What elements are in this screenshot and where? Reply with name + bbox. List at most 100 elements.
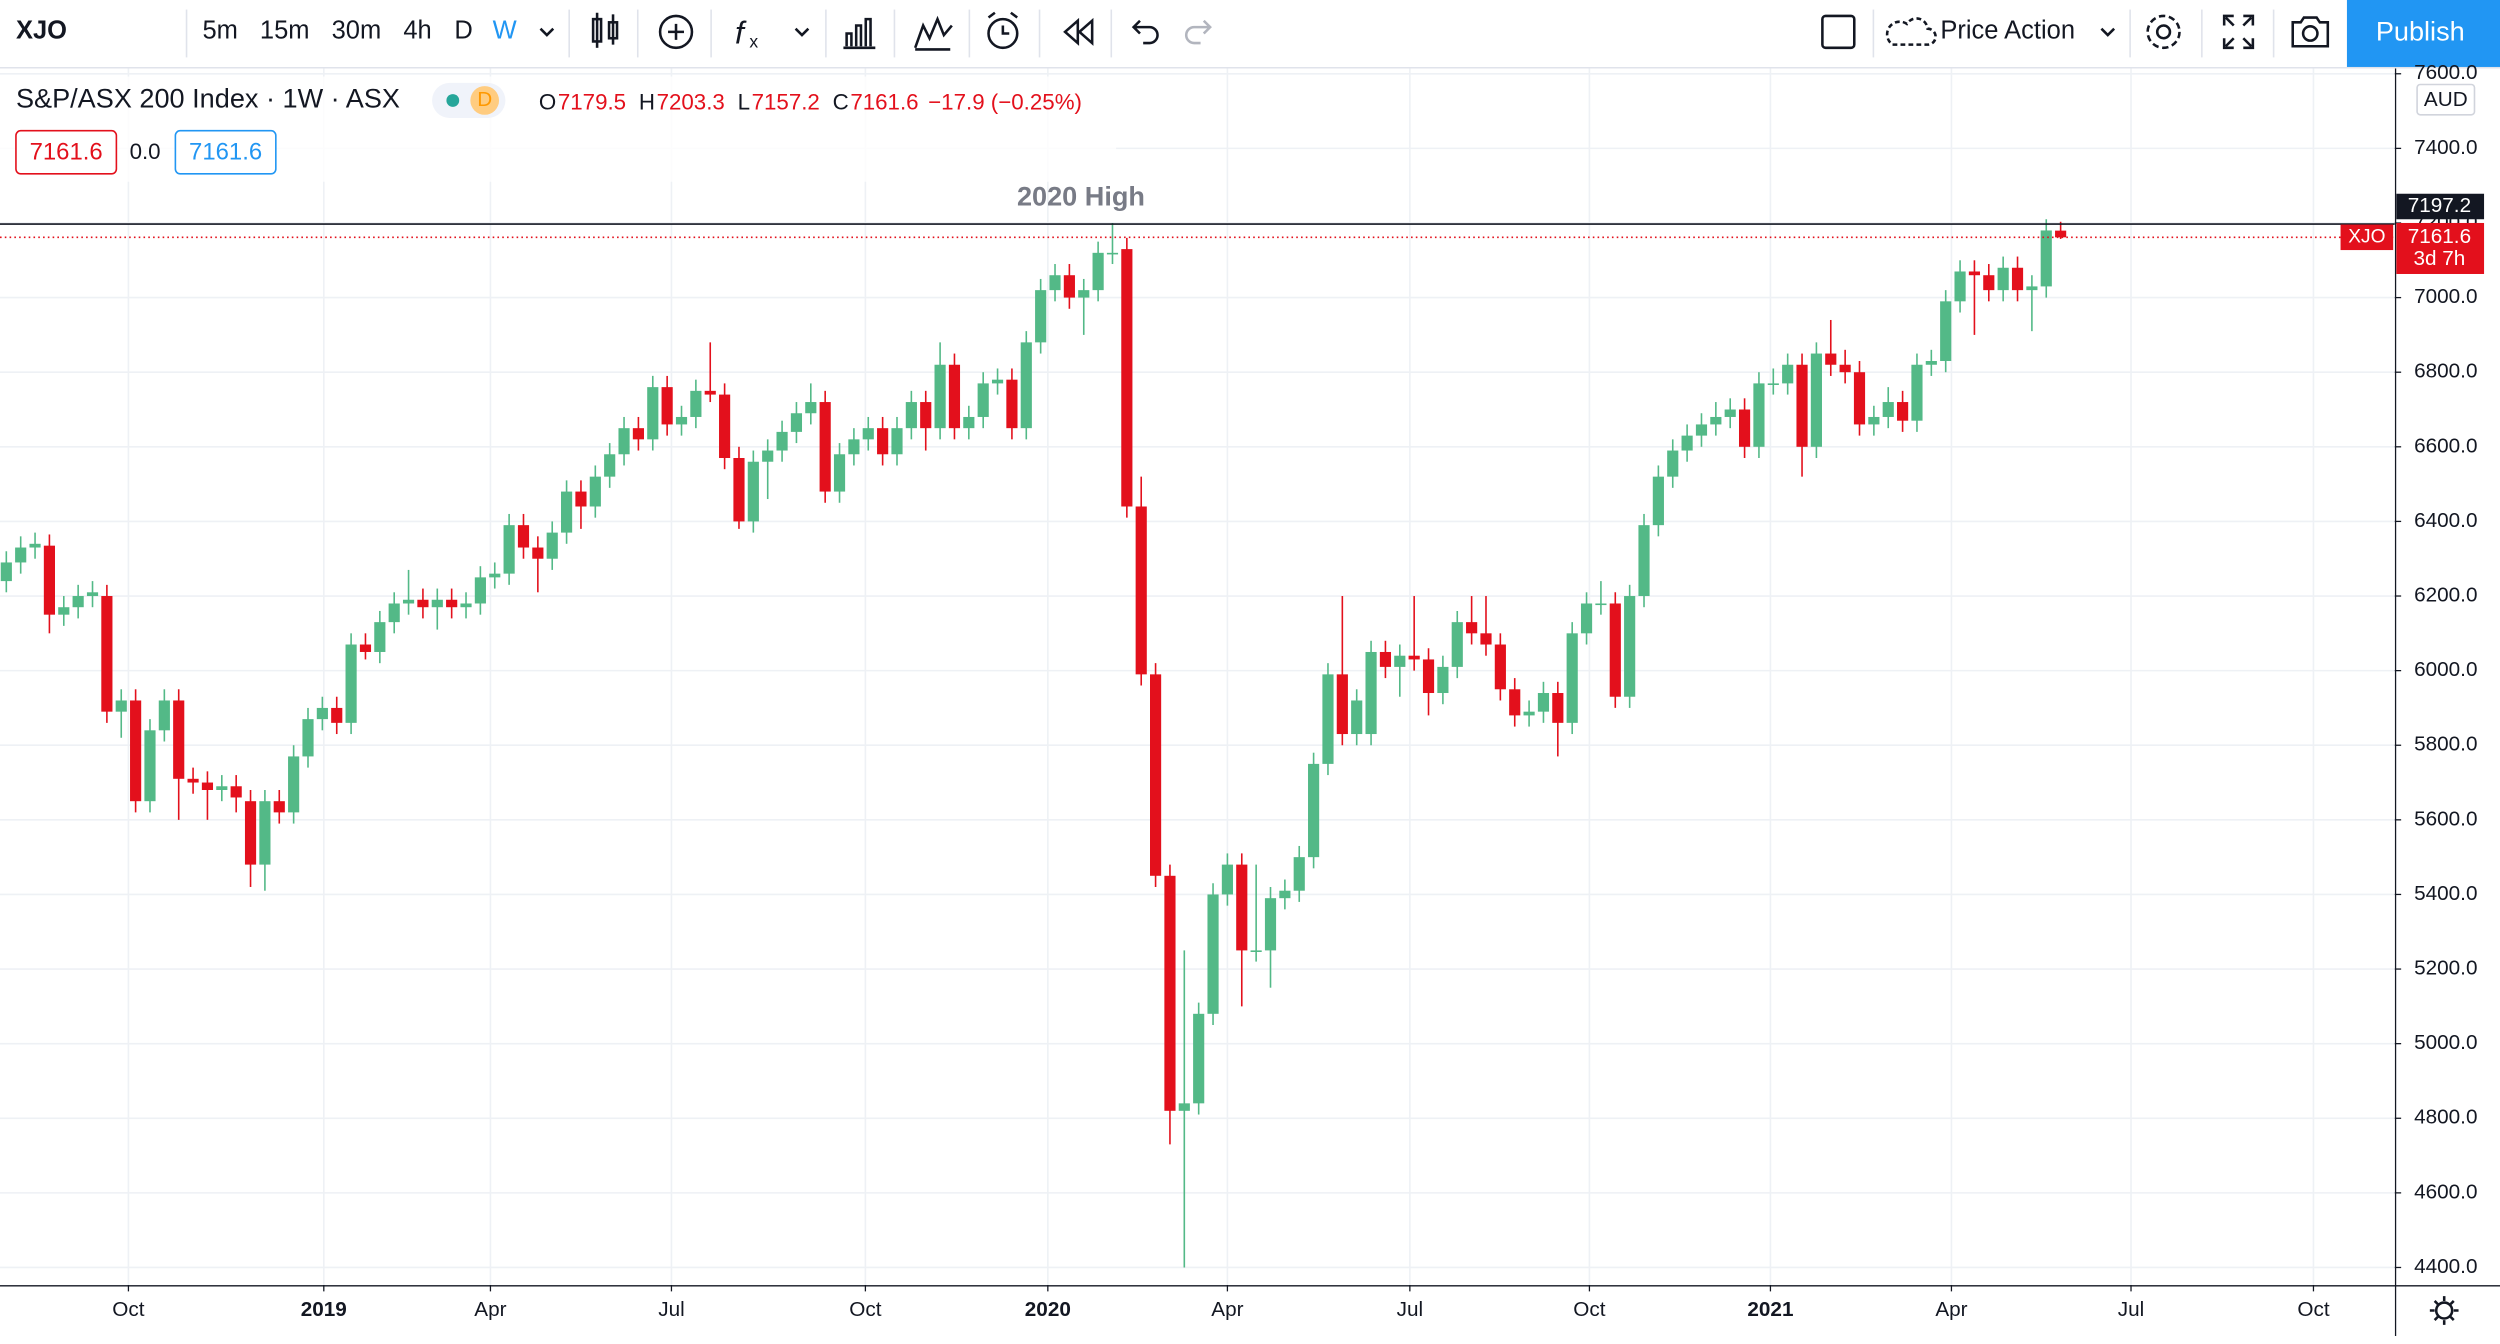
add-icon[interactable]: [658, 14, 694, 50]
candle-body: [1509, 689, 1521, 716]
candle-body: [934, 364, 946, 429]
sell-price[interactable]: 7161.6: [30, 138, 103, 165]
candle-body: [1839, 364, 1851, 373]
interval-button[interactable]: D: [454, 17, 472, 45]
ohlc-letter: H: [639, 90, 655, 115]
publish-button[interactable]: [2346, 0, 2500, 67]
candle-body: [891, 428, 903, 455]
interval-button[interactable]: W: [493, 17, 517, 45]
redo-icon[interactable]: [1185, 19, 1212, 45]
candle-body: [359, 644, 372, 652]
candle-body: [589, 476, 601, 507]
interval-button[interactable]: 30m: [332, 17, 382, 45]
y-tick-label: 5600.0: [2414, 807, 2477, 830]
candle-body: [2040, 230, 2052, 287]
candle-body: [1997, 267, 2009, 291]
candle-body: [273, 801, 285, 813]
candle-body: [1695, 424, 1708, 436]
candle-body: [1911, 364, 1923, 421]
candle-body: [72, 596, 84, 608]
candle-body: [1365, 651, 1377, 735]
candle-body: [1624, 596, 1636, 697]
y-tick-label: 4600.0: [2414, 1180, 2477, 1203]
layout-name[interactable]: Price Action: [1940, 17, 2075, 45]
settings-icon[interactable]: [2146, 14, 2181, 50]
candle-body: [675, 416, 688, 425]
candle-body: [1940, 301, 1952, 362]
candle-body: [1020, 342, 1032, 429]
status-dot: [446, 94, 460, 107]
ohlc-value: 7179.5: [558, 90, 626, 115]
compare-icon[interactable]: [913, 15, 953, 51]
delay-badge: D: [477, 88, 492, 111]
candle-body: [1480, 633, 1492, 645]
candle-body: [1782, 364, 1794, 384]
symbol[interactable]: XJO: [16, 17, 67, 45]
candle-body: [790, 413, 803, 432]
undo-icon[interactable]: [1131, 19, 1159, 45]
candle-body: [331, 707, 343, 723]
alert-icon[interactable]: [987, 11, 1019, 50]
candle-body: [632, 428, 644, 440]
y-tick-label: 5400.0: [2414, 882, 2477, 905]
candle-body: [230, 786, 242, 798]
candle-body: [1681, 435, 1693, 451]
x-tick-label: Apr: [1935, 1298, 1967, 1321]
annotation-price-box: [2396, 193, 2485, 220]
candle-body: [1121, 249, 1133, 507]
ohlc-value: 7203.3: [657, 90, 725, 115]
financials-icon[interactable]: [843, 17, 876, 50]
candle-body: [0, 562, 12, 582]
candle-body: [2011, 267, 2024, 291]
ohlc-value: 7161.6: [850, 90, 918, 115]
candle-body: [1897, 402, 1909, 421]
y-tick-label: 4800.0: [2414, 1106, 2477, 1129]
buy-box[interactable]: [174, 129, 277, 175]
replay-icon[interactable]: [1063, 17, 1094, 46]
interval-button[interactable]: 15m: [260, 17, 310, 45]
candle-body: [561, 491, 573, 533]
time-axis-settings[interactable]: [2429, 1296, 2459, 1325]
sell-box[interactable]: [15, 129, 118, 175]
candle-body: [15, 547, 27, 563]
candle-body: [1250, 950, 1262, 952]
publish-label[interactable]: Publish: [2376, 16, 2465, 47]
candle-body: [546, 532, 558, 559]
annotation-price: 7197.2: [2408, 194, 2471, 217]
interval-menu[interactable]: [539, 27, 555, 37]
y-tick-label: 5800.0: [2414, 733, 2477, 756]
candle-body: [446, 599, 458, 608]
candle-body: [647, 387, 659, 440]
candle-body: [1336, 674, 1348, 735]
candle-body: [575, 491, 587, 507]
candle-body: [1164, 875, 1176, 1111]
candle-body: [216, 786, 228, 790]
candle-style-icon[interactable]: [591, 12, 619, 48]
candle-body: [43, 545, 55, 615]
candle-body: [1322, 674, 1334, 764]
snapshot-icon[interactable]: [2291, 16, 2330, 48]
candle-body: [417, 599, 429, 608]
candle-body: [402, 599, 415, 604]
candle-body: [805, 402, 817, 414]
candle-body: [991, 379, 1004, 384]
candle-body: [719, 394, 731, 458]
candle-body: [1609, 603, 1621, 697]
interval-button[interactable]: 4h: [403, 17, 431, 45]
layout-menu[interactable]: [2100, 27, 2116, 37]
fullscreen-toggle[interactable]: [1821, 14, 1856, 50]
candle-body: [503, 525, 515, 574]
candle-body: [1422, 659, 1435, 694]
buy-price[interactable]: 7161.6: [189, 138, 262, 165]
candle-body: [618, 428, 630, 455]
y-tick-label: 7600.0: [2414, 61, 2477, 84]
candle-body: [374, 622, 386, 652]
expand-icon[interactable]: [2222, 14, 2255, 50]
candle-body: [1710, 416, 1722, 425]
candle-body: [144, 730, 156, 802]
interval-button[interactable]: 5m: [202, 17, 237, 45]
candle-body: [1264, 898, 1277, 951]
x-tick-label: Apr: [1211, 1298, 1243, 1321]
